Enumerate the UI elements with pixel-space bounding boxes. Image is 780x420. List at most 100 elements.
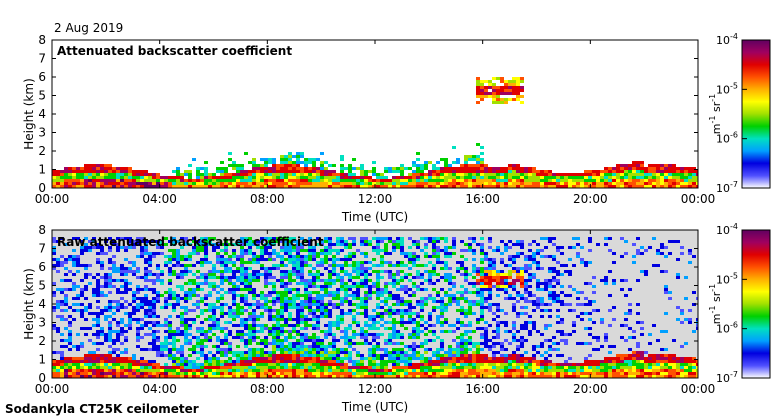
heatmap-cell — [292, 354, 296, 357]
heatmap-cell — [540, 249, 544, 252]
heatmap-cell — [128, 366, 132, 369]
heatmap-cell — [380, 270, 384, 273]
heatmap-cell — [152, 240, 156, 243]
heatmap-cell — [192, 273, 196, 276]
heatmap-cell — [60, 303, 64, 306]
heatmap-cell — [496, 369, 500, 372]
heatmap-cell — [532, 357, 536, 360]
heatmap-cell — [160, 240, 164, 243]
heatmap-cell — [184, 243, 188, 246]
heatmap-cell — [300, 303, 304, 306]
heatmap-cell — [272, 303, 276, 306]
heatmap-cell — [284, 182, 288, 185]
heatmap-cell — [148, 240, 152, 243]
heatmap-cell — [448, 372, 452, 375]
heatmap-cell — [524, 267, 528, 270]
heatmap-cell — [556, 330, 560, 333]
heatmap-cell — [232, 276, 236, 279]
heatmap-cell — [296, 240, 300, 243]
heatmap-cell — [196, 176, 200, 179]
heatmap-cell — [204, 161, 208, 164]
heatmap-cell — [508, 270, 512, 273]
heatmap-cell — [504, 363, 508, 366]
heatmap-cell — [212, 345, 216, 348]
heatmap-cell — [540, 182, 544, 185]
heatmap-cell — [424, 161, 428, 164]
heatmap-cell — [396, 246, 400, 249]
heatmap-cell — [52, 182, 56, 185]
heatmap-cell — [100, 267, 104, 270]
heatmap-cell — [400, 182, 404, 185]
heatmap-cell — [300, 176, 304, 179]
heatmap-cell — [460, 354, 464, 357]
heatmap-cell — [108, 170, 112, 173]
heatmap-cell — [456, 173, 460, 176]
heatmap-cell — [264, 182, 268, 185]
heatmap-cell — [516, 354, 520, 357]
heatmap-cell — [272, 252, 276, 255]
heatmap-cell — [312, 327, 316, 330]
heatmap-cell — [436, 336, 440, 339]
heatmap-cell — [224, 366, 228, 369]
heatmap-cell — [524, 255, 528, 258]
heatmap-cell — [520, 276, 524, 279]
heatmap-cell — [504, 92, 508, 95]
heatmap-cell — [88, 366, 92, 369]
heatmap-cell — [636, 173, 640, 176]
heatmap-cell — [124, 285, 128, 288]
heatmap-cell — [384, 176, 388, 179]
heatmap-cell — [400, 336, 404, 339]
heatmap-cell — [396, 167, 400, 170]
heatmap-cell — [184, 375, 188, 378]
heatmap-cell — [72, 261, 76, 264]
heatmap-cell — [308, 348, 312, 351]
heatmap-cell — [324, 306, 328, 309]
heatmap-cell — [204, 309, 208, 312]
heatmap-cell — [260, 357, 264, 360]
heatmap-cell — [408, 273, 412, 276]
heatmap-cell — [164, 264, 168, 267]
heatmap-cell — [516, 372, 520, 375]
heatmap-cell — [404, 176, 408, 179]
heatmap-cell — [392, 324, 396, 327]
heatmap-cell — [528, 315, 532, 318]
heatmap-cell — [664, 179, 668, 182]
heatmap-cell — [248, 333, 252, 336]
heatmap-cell — [324, 282, 328, 285]
heatmap-cell — [360, 243, 364, 246]
heatmap-cell — [328, 375, 332, 378]
heatmap-cell — [112, 330, 116, 333]
heatmap-cell — [108, 375, 112, 378]
heatmap-cell — [520, 173, 524, 176]
heatmap-cell — [464, 167, 468, 170]
heatmap-cell — [388, 306, 392, 309]
heatmap-cell — [528, 249, 532, 252]
heatmap-cell — [204, 170, 208, 173]
heatmap-cell — [184, 170, 188, 173]
heatmap-cell — [640, 185, 644, 188]
heatmap-cell — [244, 303, 248, 306]
heatmap-cell — [428, 318, 432, 321]
heatmap-cell — [340, 270, 344, 273]
heatmap-cell — [236, 354, 240, 357]
heatmap-cell — [548, 345, 552, 348]
heatmap-cell — [680, 185, 684, 188]
heatmap-cell — [308, 252, 312, 255]
heatmap-cell — [412, 372, 416, 375]
heatmap-cell — [312, 354, 316, 357]
heatmap-cell — [292, 324, 296, 327]
heatmap-cell — [364, 282, 368, 285]
heatmap-cell — [468, 173, 472, 176]
heatmap-cell — [364, 267, 368, 270]
heatmap-cell — [240, 312, 244, 315]
heatmap-cell — [284, 321, 288, 324]
heatmap-cell — [164, 324, 168, 327]
heatmap-cell — [260, 327, 264, 330]
heatmap-cell — [64, 267, 68, 270]
heatmap-cell — [244, 285, 248, 288]
heatmap-cell — [336, 273, 340, 276]
heatmap-cell — [204, 279, 208, 282]
heatmap-cell — [208, 270, 212, 273]
heatmap-cell — [348, 339, 352, 342]
heatmap-cell — [252, 360, 256, 363]
